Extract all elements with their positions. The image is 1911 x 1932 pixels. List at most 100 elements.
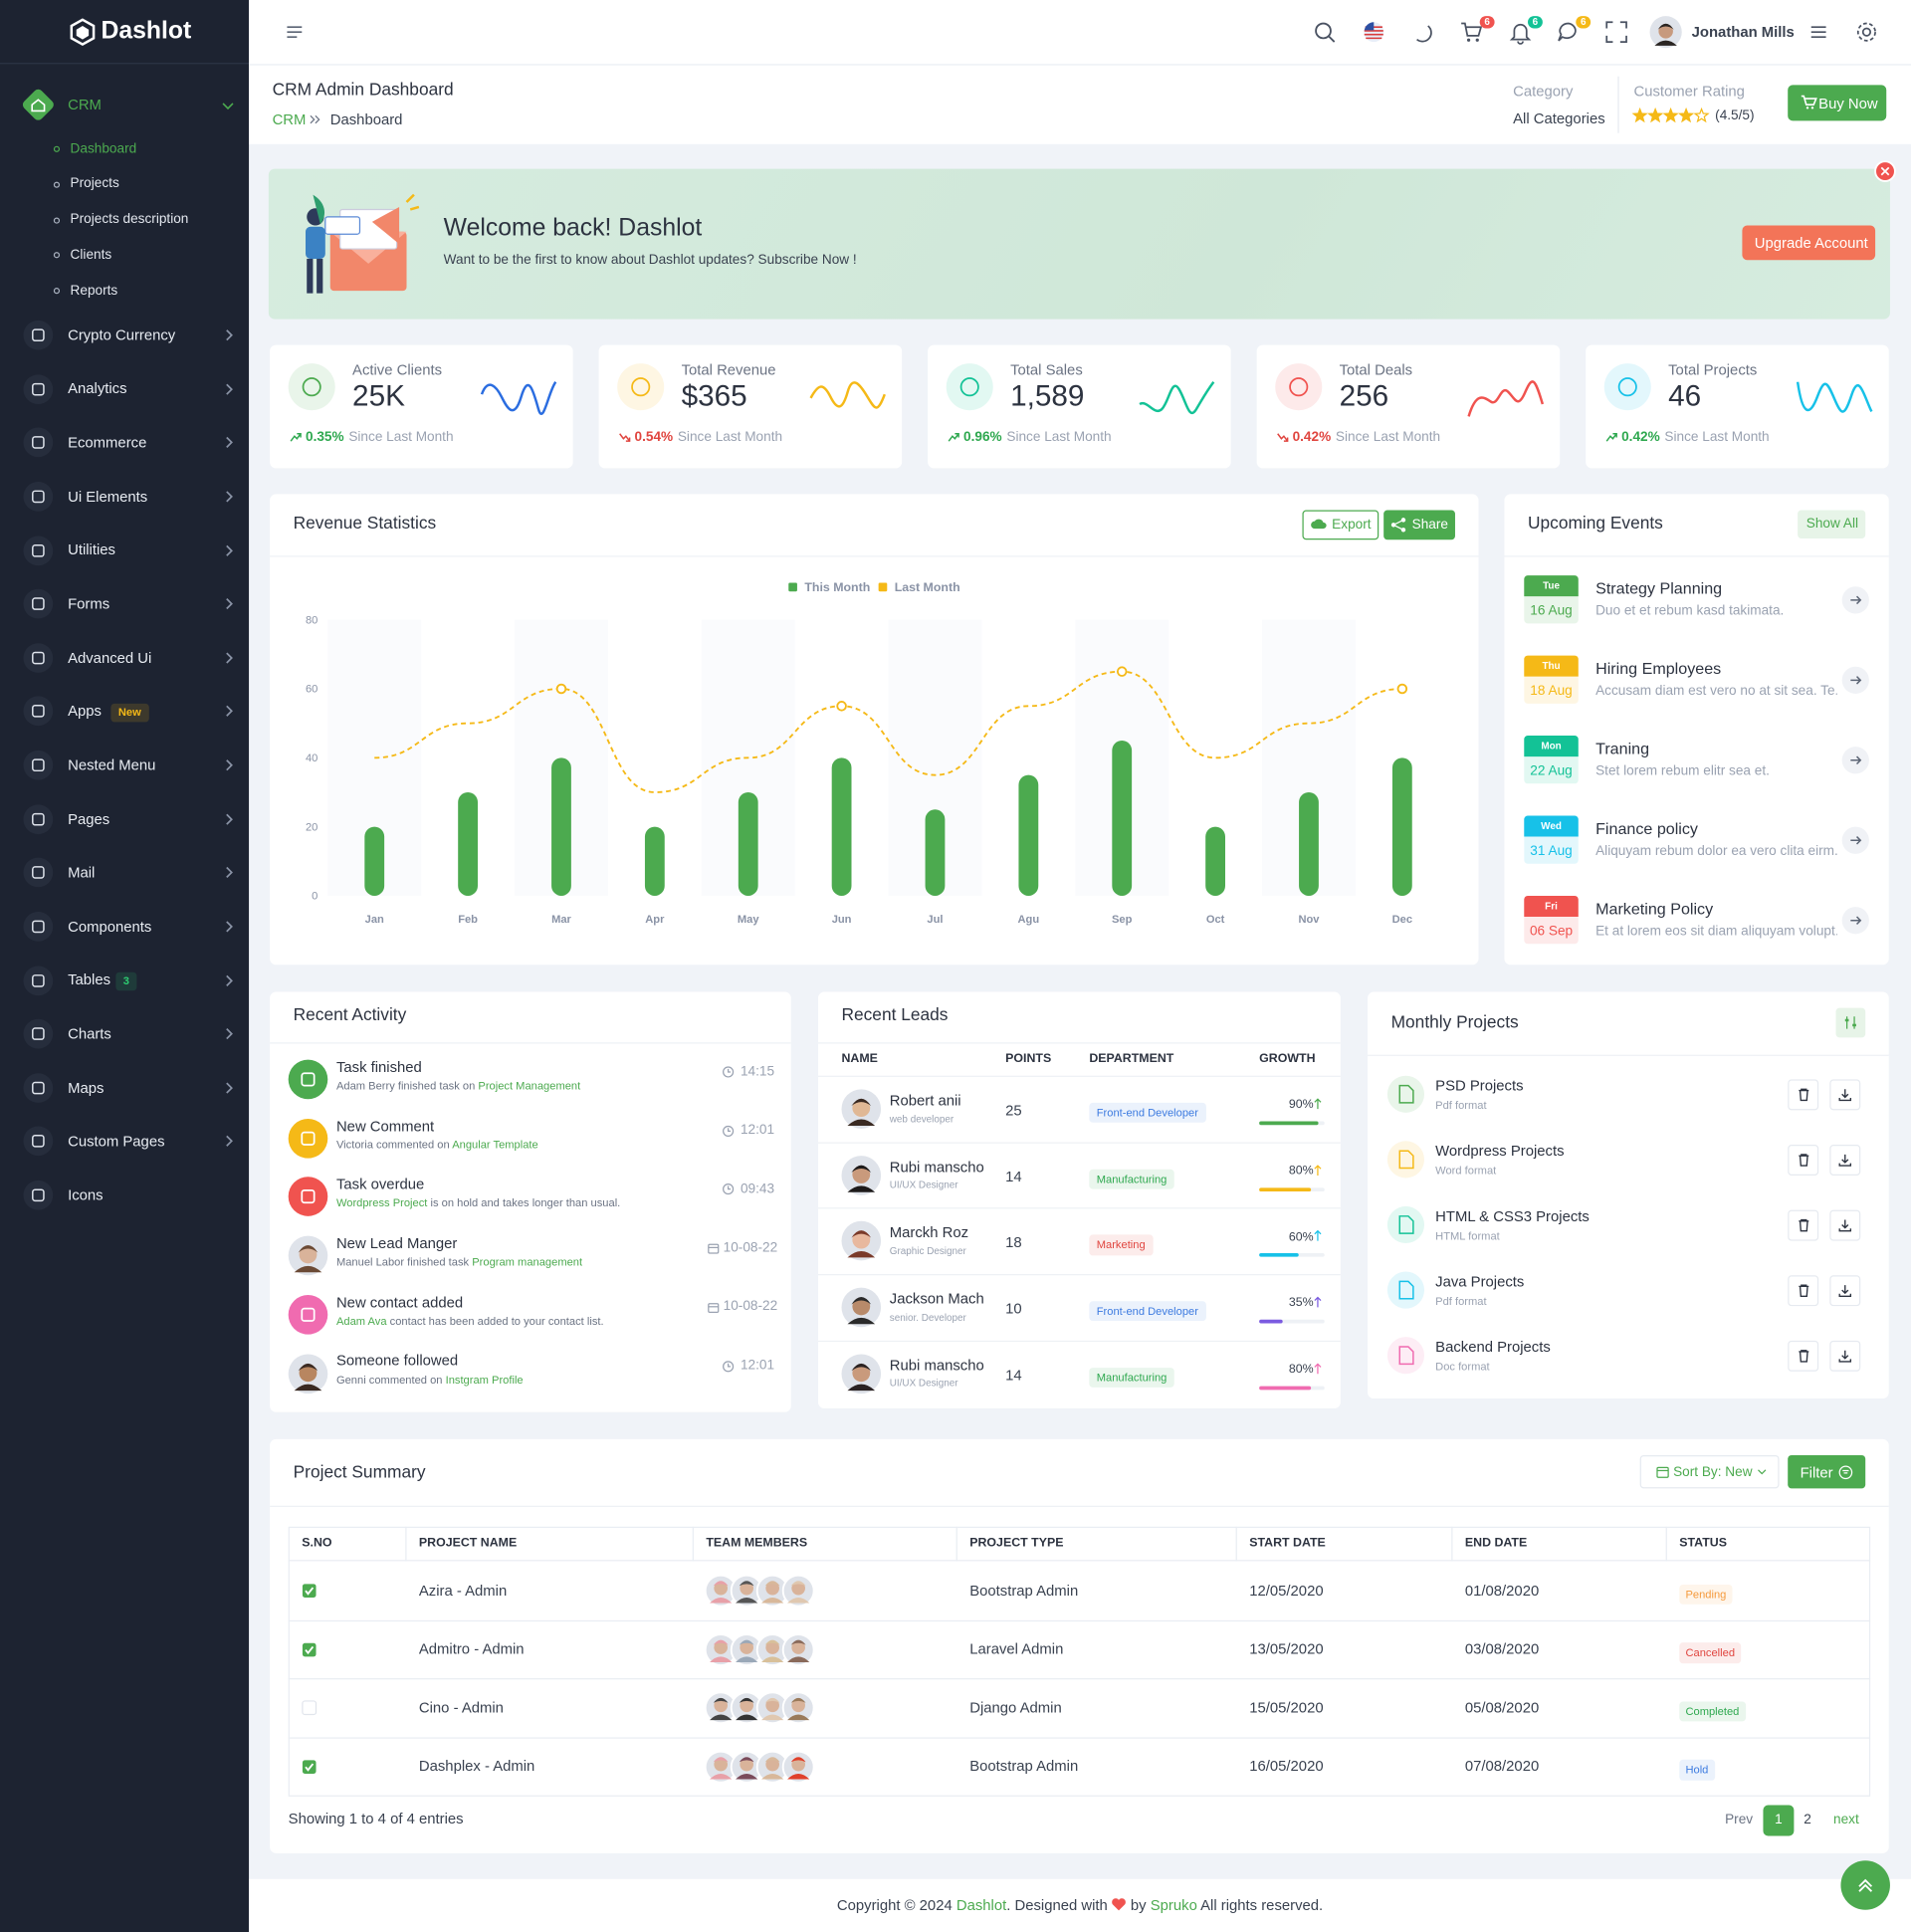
delete-button[interactable] bbox=[1788, 1340, 1819, 1372]
download-button[interactable] bbox=[1829, 1209, 1861, 1241]
breadcrumb-link[interactable]: CRM bbox=[272, 110, 307, 128]
menu-item[interactable]: Ui Elements bbox=[68, 487, 148, 506]
side-menu-toggle[interactable] bbox=[1809, 25, 1826, 40]
menu-item[interactable]: Tables bbox=[68, 970, 111, 989]
export-button[interactable] bbox=[1302, 510, 1380, 540]
search-button[interactable] bbox=[1314, 21, 1336, 43]
upgrade-button-label[interactable]: Upgrade Account bbox=[1754, 233, 1868, 252]
menu-item[interactable]: Custom Pages bbox=[68, 1132, 165, 1151]
banner-close[interactable] bbox=[1874, 160, 1896, 182]
menu-item[interactable]: Maps bbox=[68, 1078, 105, 1097]
options-button[interactable] bbox=[1835, 1007, 1866, 1038]
menu-item[interactable]: Advanced Ui bbox=[68, 648, 152, 667]
line-point bbox=[836, 701, 847, 712]
download-button[interactable] bbox=[1829, 1079, 1861, 1111]
pagination-next[interactable]: next bbox=[1833, 1812, 1859, 1827]
activity-link[interactable]: Project Management bbox=[478, 1079, 581, 1092]
delete-button[interactable] bbox=[1788, 1145, 1819, 1176]
pagination-page[interactable]: 1 bbox=[1775, 1812, 1783, 1827]
event-arrow[interactable] bbox=[1841, 826, 1869, 854]
pagination-prev[interactable]: Prev bbox=[1725, 1812, 1754, 1827]
menu-item[interactable]: Charts bbox=[68, 1024, 111, 1043]
event-arrow[interactable] bbox=[1841, 666, 1869, 694]
download-button[interactable] bbox=[1829, 1275, 1861, 1307]
submenu-item[interactable]: Projects bbox=[70, 176, 119, 192]
menu-item-active[interactable]: CRM bbox=[68, 96, 102, 113]
notification-button[interactable] bbox=[1509, 21, 1532, 45]
row-checkbox[interactable] bbox=[302, 1759, 317, 1774]
menu-item[interactable]: Utilities bbox=[68, 540, 115, 559]
stat-change: 0.96% bbox=[963, 429, 1002, 445]
menu-item[interactable]: Apps bbox=[68, 702, 102, 721]
submenu-item[interactable]: Reports bbox=[70, 283, 118, 299]
cart-button[interactable] bbox=[1460, 21, 1483, 43]
fullscreen-button[interactable] bbox=[1605, 21, 1627, 43]
user-name[interactable]: Jonathan Mills bbox=[1691, 23, 1795, 41]
menu-item[interactable]: Crypto Currency bbox=[68, 325, 176, 344]
activity-link[interactable]: Angular Template bbox=[452, 1138, 538, 1151]
messages-button[interactable] bbox=[1558, 21, 1580, 43]
menu-icon bbox=[23, 427, 54, 458]
delete-button[interactable] bbox=[1788, 1275, 1819, 1307]
row-checkbox[interactable] bbox=[302, 1642, 317, 1657]
menu-item[interactable]: Icons bbox=[68, 1185, 104, 1204]
activity-link[interactable]: Adam Ava bbox=[335, 1314, 387, 1327]
share-label[interactable]: Share bbox=[1411, 517, 1448, 533]
upgrade-button[interactable] bbox=[1742, 225, 1876, 261]
icon-shape bbox=[53, 288, 61, 295]
activity-link[interactable]: Instgram Profile bbox=[445, 1373, 524, 1387]
menu-item[interactable]: Nested Menu bbox=[68, 755, 156, 774]
show-all-button[interactable] bbox=[1798, 510, 1866, 538]
back-to-top[interactable] bbox=[1840, 1860, 1890, 1910]
menu-item[interactable]: Components bbox=[68, 917, 152, 936]
row-checkbox[interactable] bbox=[302, 1700, 318, 1716]
card-title: Recent Leads bbox=[841, 1004, 949, 1025]
icon-shape bbox=[1509, 23, 1532, 41]
event-arrow[interactable] bbox=[1841, 747, 1869, 774]
theme-toggle[interactable] bbox=[1412, 21, 1434, 43]
x-tick-label: May bbox=[738, 914, 759, 926]
settings-button[interactable] bbox=[1855, 21, 1877, 43]
export-label[interactable]: Export bbox=[1332, 517, 1372, 533]
menu-item[interactable]: Mail bbox=[68, 863, 96, 882]
buy-button-label[interactable]: Buy Now bbox=[1818, 95, 1878, 112]
pagination-active[interactable] bbox=[1763, 1805, 1795, 1836]
row-checkbox[interactable] bbox=[302, 1584, 317, 1599]
delete-button[interactable] bbox=[1788, 1209, 1819, 1241]
icon-shape bbox=[1605, 433, 1617, 442]
icon-shape bbox=[1799, 1088, 1809, 1102]
copyright: Copyright © 2024 bbox=[836, 1896, 953, 1914]
share-icon bbox=[1390, 518, 1406, 533]
download-button[interactable] bbox=[1829, 1145, 1861, 1176]
menu-item[interactable]: Forms bbox=[68, 594, 110, 613]
activity-text-part: is on hold and takes longer than usual. bbox=[430, 1196, 621, 1209]
project-name: Wordpress Projects bbox=[1435, 1142, 1565, 1160]
filter-label[interactable]: Filter bbox=[1800, 1463, 1833, 1481]
sort-label[interactable]: Sort By: New bbox=[1673, 1464, 1753, 1480]
submenu-item[interactable]: Dashboard bbox=[70, 140, 137, 156]
category-value[interactable]: All Categories bbox=[1513, 108, 1605, 127]
icon-shape bbox=[32, 758, 45, 772]
menu-item[interactable]: Pages bbox=[68, 809, 110, 828]
menu-item[interactable]: Ecommerce bbox=[68, 433, 147, 452]
event-arrow[interactable] bbox=[1841, 586, 1869, 614]
language-flag[interactable] bbox=[1363, 21, 1384, 43]
icon-shape bbox=[1810, 107, 1814, 109]
menu-toggle[interactable] bbox=[286, 25, 303, 40]
stat-card bbox=[270, 344, 573, 469]
delete-button[interactable] bbox=[1788, 1079, 1819, 1111]
submenu-item[interactable]: Projects description bbox=[70, 212, 189, 227]
sort-button[interactable] bbox=[1639, 1454, 1780, 1489]
filter-button[interactable] bbox=[1788, 1454, 1866, 1489]
buy-button[interactable] bbox=[1788, 85, 1887, 121]
menu-item[interactable]: Analytics bbox=[68, 379, 127, 398]
activity-link[interactable]: Program management bbox=[472, 1255, 583, 1268]
activity-link[interactable]: Wordpress Project bbox=[335, 1196, 428, 1209]
activity-time: 09:43 bbox=[740, 1181, 775, 1196]
submenu-item[interactable]: Clients bbox=[70, 247, 112, 263]
show-all-label[interactable]: Show All bbox=[1805, 516, 1859, 531]
event-arrow[interactable] bbox=[1841, 907, 1869, 935]
download-button[interactable] bbox=[1829, 1340, 1861, 1372]
pagination-page[interactable]: 2 bbox=[1804, 1812, 1811, 1827]
